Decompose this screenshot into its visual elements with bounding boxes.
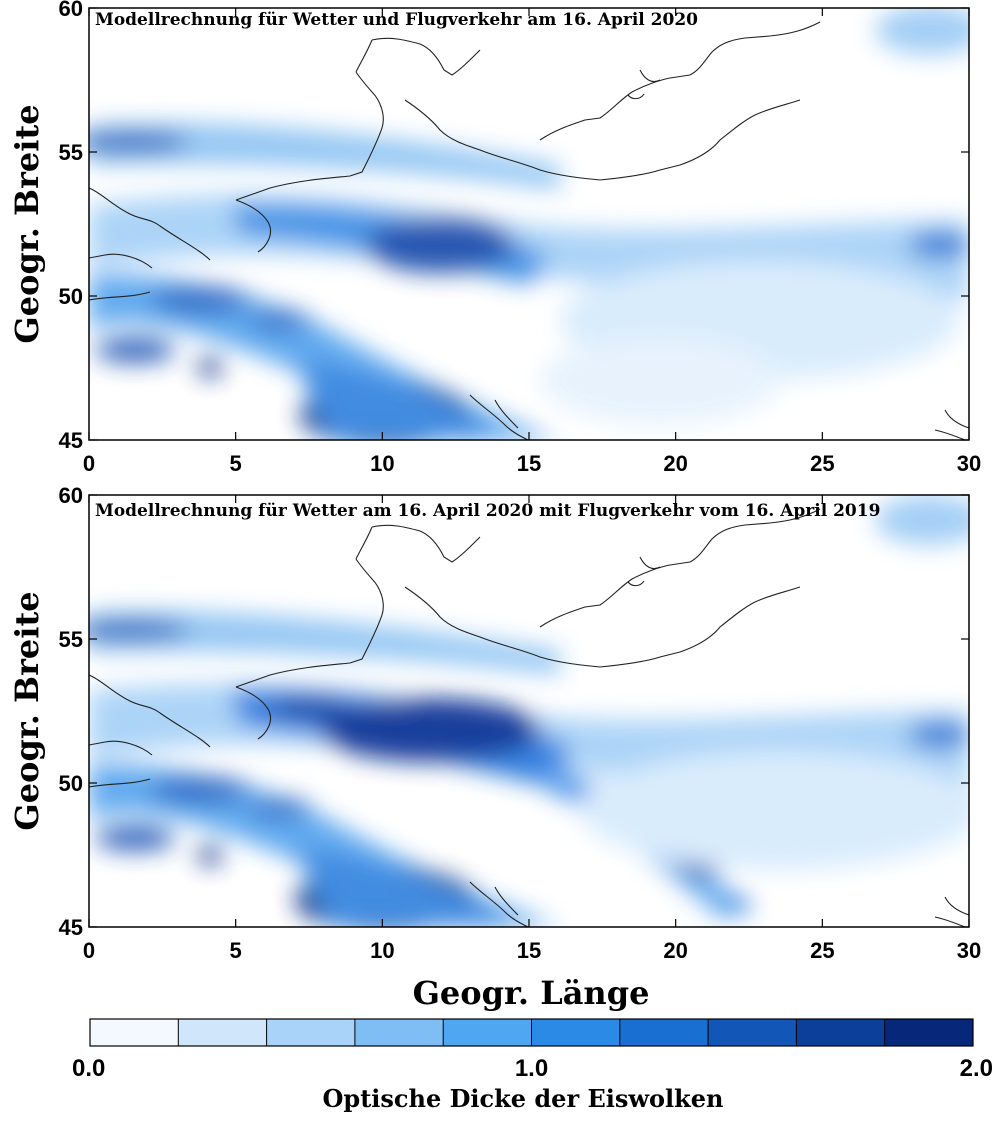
colorbar-segment-9	[884, 1019, 974, 1046]
y-axis-label-bottom: Geogr. Breite	[8, 591, 46, 830]
colorbar-segment-3	[354, 1019, 444, 1046]
map-title-top: Modellrechnung für Wetter und Flugverkeh…	[95, 10, 698, 30]
map-panel-bottom: Modellrechnung für Wetter am 16. April 2…	[88, 494, 970, 928]
x-tick-label-bottom-1: 5	[230, 938, 242, 963]
x-tick-label-bottom-5: 25	[810, 938, 834, 963]
colorbar-ticks: 0.0 1.0 2.0	[72, 1055, 993, 1082]
x-tick-label-bottom-3: 15	[517, 938, 541, 963]
coastlines-bottom	[89, 508, 969, 927]
x-tick-label-top-5: 25	[810, 451, 834, 476]
x-tick-label-bottom-6: 30	[957, 938, 981, 963]
x-tick-label-top-0: 0	[83, 451, 95, 476]
x-tick-label-top-6: 30	[957, 451, 981, 476]
colorbar-segments	[90, 1019, 974, 1046]
colorbar-tick-label-2: 2.0	[960, 1055, 993, 1082]
colorbar-label: Optische Dicke der Eiswolken	[323, 1084, 724, 1113]
y-axis-label-top: Geogr. Breite	[8, 104, 46, 343]
map-panel-top: Modellrechnung für Wetter und Flugverkeh…	[88, 7, 970, 441]
ice-cloud-field-top	[89, 8, 969, 440]
x-tick-label-top-3: 15	[517, 451, 541, 476]
y-tick-label-top-0: 45	[59, 428, 83, 453]
y-tick-label-top-1: 50	[59, 284, 83, 309]
colorbar-tick-label-0: 0.0	[72, 1055, 105, 1082]
y-tick-label-top-2: 55	[59, 140, 83, 165]
colorbar-segment-1	[178, 1019, 268, 1046]
x-tick-label-top-4: 20	[663, 451, 687, 476]
coastlines-top	[89, 21, 969, 440]
colorbar-segment-7	[708, 1019, 797, 1046]
colorbar-segment-5	[531, 1019, 621, 1046]
x-tick-label-bottom-4: 20	[663, 938, 687, 963]
colorbar-segment-2	[266, 1019, 356, 1046]
colorbar-segment-8	[796, 1019, 886, 1046]
y-tick-label-top-3: 60	[59, 0, 83, 21]
colorbar-segment-0	[90, 1019, 179, 1046]
y-tick-label-bottom-1: 50	[59, 771, 83, 796]
y-tick-label-bottom-3: 60	[59, 483, 83, 508]
y-tick-label-bottom-0: 45	[59, 915, 83, 940]
colorbar: 0.0 1.0 2.0 Optische Dicke der Eiswolken	[72, 1018, 993, 1113]
x-tick-label-bottom-2: 10	[370, 938, 394, 963]
colorbar-segment-4	[443, 1019, 532, 1046]
colorbar-tick-label-1: 1.0	[515, 1055, 548, 1082]
map-title-bottom: Modellrechnung für Wetter am 16. April 2…	[95, 501, 880, 521]
x-tick-label-top-2: 10	[370, 451, 394, 476]
y-tick-label-bottom-2: 55	[59, 627, 83, 652]
x-tick-label-top-1: 5	[230, 451, 242, 476]
colorbar-segment-6	[619, 1019, 709, 1046]
ice-cloud-field-bottom	[89, 495, 969, 927]
x-axis-label: Geogr. Länge	[413, 974, 650, 1012]
x-tick-label-bottom-0: 0	[83, 938, 95, 963]
